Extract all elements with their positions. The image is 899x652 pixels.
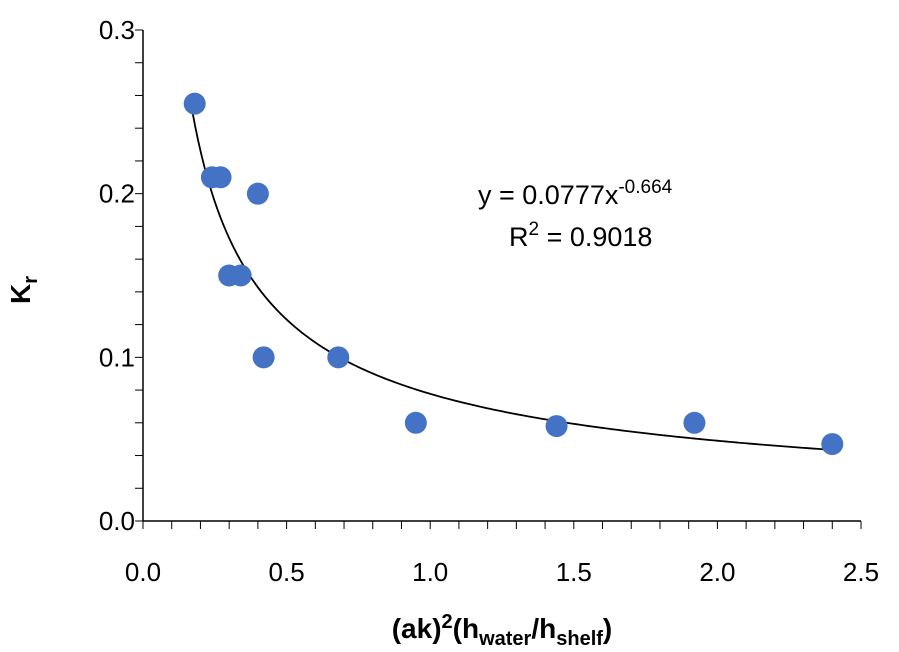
data-points — [183, 92, 844, 456]
axes — [142, 30, 861, 522]
r-squared-value: = 0.9018 — [539, 222, 652, 252]
data-point — [545, 415, 568, 438]
data-point — [327, 346, 350, 369]
equation-main: y = 0.0777x — [478, 180, 619, 210]
y-tick-label: 0.2 — [99, 179, 135, 209]
r-squared: R2 = 0.9018 — [509, 219, 652, 252]
x-tick-label: 1.0 — [412, 557, 448, 587]
trendline-group — [190, 108, 833, 451]
r-squared-r: R — [509, 222, 529, 252]
power-trendline — [190, 108, 833, 451]
data-point — [229, 264, 252, 287]
r-squared-sup: 2 — [529, 219, 540, 240]
y-axis-ticks: 0.0 0.1 0.2 0.3 — [99, 15, 143, 536]
data-point — [683, 411, 706, 434]
equation-exponent: -0.664 — [618, 177, 672, 198]
data-point — [246, 182, 269, 205]
trend-equation: y = 0.0777x-0.664 — [478, 177, 673, 210]
y-axis-title: Kr — [5, 276, 42, 304]
x-tick-label: 0.0 — [125, 557, 161, 587]
x-axis-ticks: 0.0 0.5 1.0 1.5 2.0 2.5 — [125, 521, 879, 587]
x-tick-label: 2.0 — [699, 557, 735, 587]
data-point — [209, 166, 232, 189]
y-tick-label: 0.1 — [99, 342, 135, 372]
data-point — [183, 92, 206, 115]
x-tick-label: 2.5 — [843, 557, 879, 587]
x-tick-label: 1.5 — [556, 557, 592, 587]
x-tick-label: 0.5 — [269, 557, 305, 587]
y-tick-label: 0.3 — [99, 15, 135, 45]
data-point — [821, 433, 844, 456]
data-point — [404, 411, 427, 434]
data-point — [252, 346, 275, 369]
y-tick-label: 0.0 — [99, 506, 135, 536]
x-axis-title: (ak)2(hwater/hshelf) — [392, 611, 613, 650]
